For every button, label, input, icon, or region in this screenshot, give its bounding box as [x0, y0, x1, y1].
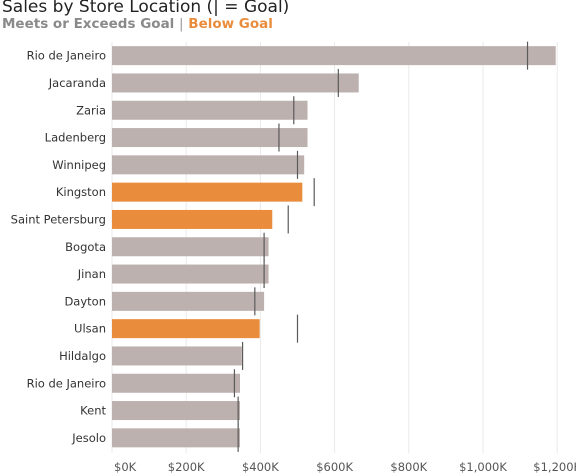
sales-bar: [112, 128, 308, 148]
x-tick-label: $1,000K: [459, 460, 507, 474]
x-tick-label: $400K: [242, 460, 279, 474]
category-label: Kent: [80, 404, 106, 418]
category-label: Jacaranda: [48, 76, 106, 90]
sales-bar: [112, 291, 265, 311]
sales-bar: [112, 428, 240, 448]
x-tick-label: $0K: [114, 460, 137, 474]
x-tick-label: $600K: [316, 460, 353, 474]
category-label: Winnipeg: [52, 158, 106, 172]
category-label: Kingston: [56, 185, 106, 199]
category-label: Jesolo: [71, 431, 106, 445]
category-label: Zaria: [76, 103, 106, 117]
chart-legend: Meets or Exceeds Goal | Below Goal: [2, 16, 273, 32]
sales-bar: [112, 346, 242, 366]
category-label: Dayton: [64, 294, 106, 308]
x-tick-label: $200K: [168, 460, 205, 474]
category-label: Ulsan: [74, 322, 106, 336]
category-label: Saint Petersburg: [11, 212, 106, 226]
category-label: Ladenberg: [45, 131, 106, 145]
sales-bar: [112, 46, 556, 66]
sales-bar: [112, 401, 240, 421]
category-label: Bogota: [65, 240, 106, 254]
sales-bar: [112, 73, 359, 93]
legend-meets-goal: Meets or Exceeds Goal: [2, 16, 175, 32]
sales-bar: [112, 237, 269, 257]
x-tick-label: $1,200K: [533, 460, 576, 474]
sales-bar: [112, 155, 305, 175]
legend-below-goal: Below Goal: [188, 16, 273, 32]
category-label: Rio de Janeiro: [27, 376, 106, 390]
category-label: Rio de Janeiro: [27, 49, 106, 63]
sales-bar: [112, 373, 240, 393]
chart-title: Sales by Store Location (| = Goal): [2, 0, 290, 17]
sales-bar: [112, 264, 269, 284]
legend-separator: |: [179, 16, 184, 32]
x-tick-label: $800K: [390, 460, 427, 474]
sales-bar: [112, 182, 303, 202]
sales-bar: [112, 209, 273, 229]
category-label: Hildalgo: [59, 349, 106, 363]
sales-bar: [112, 100, 308, 120]
sales-bar: [112, 319, 260, 339]
category-label: Jinan: [77, 267, 106, 281]
